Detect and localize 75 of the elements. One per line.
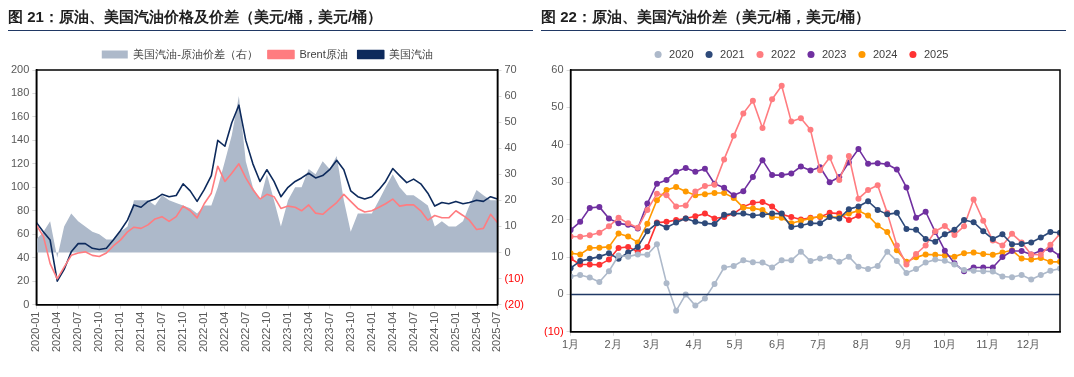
x-tick-label: 2024-04 [385, 311, 398, 353]
chart-title: 图 22：原油、美国汽油价差（美元/桶，美元/桶） [541, 8, 1066, 31]
x-tick-label: 7月 [810, 338, 828, 351]
x-tick-label: 2021-04 [134, 311, 147, 353]
x-tick-label: 2022-10 [259, 311, 272, 353]
y2-tick-label: (20) [504, 297, 524, 310]
y-tick-label: 80 [17, 203, 30, 216]
x-tick-label: 2025-07 [490, 311, 503, 353]
x-tick-label: 2023-01 [281, 311, 294, 353]
x-tick-label: 4月 [685, 338, 703, 351]
x-tick-label: 2020-10 [92, 311, 105, 353]
x-tick-label: 8月 [852, 338, 870, 351]
y-tick-label: 40 [551, 137, 564, 150]
y-tick-label: 60 [551, 63, 564, 76]
x-tick-label: 2022-07 [238, 311, 251, 353]
y2-tick-label: 10 [504, 219, 517, 232]
y-tick-label: 60 [17, 227, 30, 240]
x-tick-label: 10月 [933, 338, 957, 351]
legend-label: 美国汽油 [389, 47, 434, 60]
legend-label: 2023 [822, 47, 847, 60]
y-tick-label: 140 [10, 133, 30, 146]
x-tick-label: 1月 [562, 338, 580, 351]
y2-tick-label: 0 [504, 245, 511, 258]
y-tick-label: 30 [551, 175, 564, 188]
x-tick-label: 2023-04 [301, 311, 314, 353]
legend-label: Brent原油 [299, 47, 348, 60]
x-tick-label: 2024-10 [427, 311, 440, 353]
y2-tick-label: 20 [504, 193, 517, 206]
y2-tick-label: 40 [504, 141, 517, 154]
x-tick-label: 2020-01 [29, 311, 42, 353]
legend-label: 2021 [720, 47, 745, 60]
x-tick-label: 2020-07 [71, 311, 84, 353]
x-tick-label: 2025-01 [448, 311, 461, 353]
y-tick-label: 20 [551, 212, 564, 225]
x-tick-label: 6月 [769, 338, 787, 351]
y-tick-label: 50 [551, 100, 564, 113]
y-tick-label: 0 [557, 287, 564, 300]
y-tick-label: 40 [17, 250, 30, 263]
legend-label: 2020 [669, 47, 694, 60]
legend-label: 2022 [771, 47, 796, 60]
y-tick-label: 0 [23, 297, 30, 310]
y-tick-label: 160 [10, 109, 30, 122]
y-tick-label: (10) [544, 324, 564, 337]
y-tick-label: 20 [17, 274, 30, 287]
x-tick-label: 11月 [976, 338, 999, 351]
x-tick-label: 2021-01 [113, 311, 126, 353]
legend-label: 2024 [872, 47, 898, 60]
x-tick-label: 2022-01 [197, 311, 210, 353]
y-tick-label: 120 [10, 156, 30, 169]
y2-tick-label: 50 [504, 115, 517, 128]
legend-label: 2025 [923, 47, 949, 60]
y2-tick-label: 30 [504, 167, 517, 180]
x-tick-label: 2024-07 [406, 311, 419, 353]
x-tick-label: 9月 [895, 338, 913, 351]
y2-tick-label: 70 [504, 63, 517, 76]
y-tick-label: 200 [10, 63, 30, 76]
y2-tick-label: 60 [504, 89, 517, 102]
x-tick-label: 2023-07 [322, 311, 335, 353]
x-tick-label: 2020-04 [50, 311, 63, 353]
x-tick-label: 2025-04 [469, 311, 482, 353]
legend-label: 美国汽油-原油价差（右） [133, 47, 258, 60]
x-tick-label: 2021-07 [154, 311, 167, 353]
y-tick-label: 10 [551, 250, 564, 263]
chart-title: 图 21：原油、美国汽油价格及价差（美元/桶，美元/桶） [8, 8, 533, 31]
x-tick-label: 5月 [726, 338, 744, 351]
y-tick-label: 180 [10, 86, 30, 99]
x-tick-label: 12月 [1016, 338, 1041, 351]
x-tick-label: 2022-04 [217, 311, 230, 353]
y-tick-label: 100 [10, 180, 30, 193]
x-tick-label: 2024-01 [364, 311, 377, 353]
x-tick-label: 2月 [604, 338, 622, 351]
x-tick-label: 2023-10 [343, 311, 356, 353]
x-tick-label: 2021-10 [176, 311, 189, 353]
y2-tick-label: (10) [504, 271, 524, 284]
x-tick-label: 3月 [642, 338, 661, 351]
